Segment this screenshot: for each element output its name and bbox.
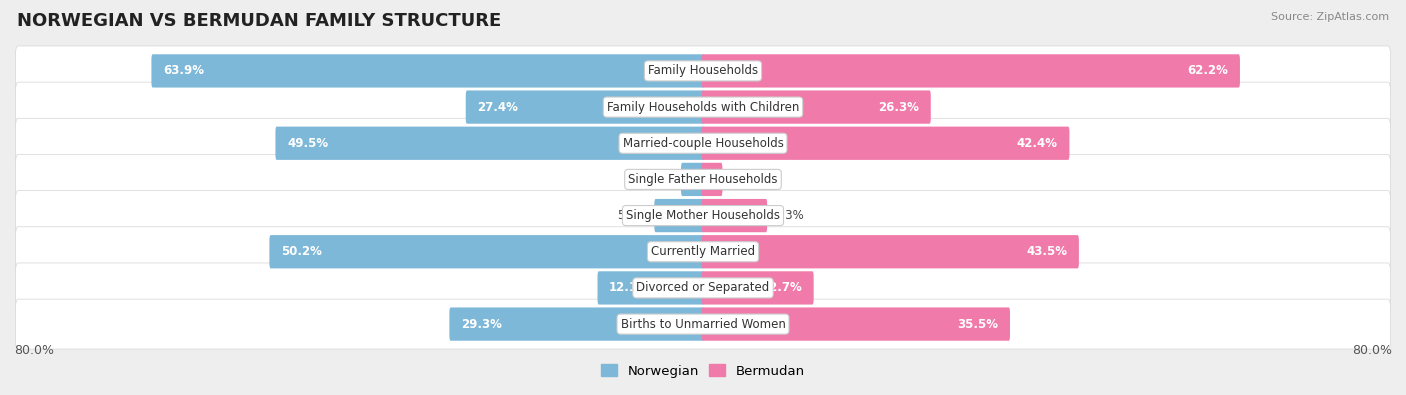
FancyBboxPatch shape [702,307,1010,341]
FancyBboxPatch shape [15,82,1391,132]
FancyBboxPatch shape [465,90,704,124]
Text: 12.1%: 12.1% [609,281,650,294]
Text: 2.4%: 2.4% [644,173,673,186]
FancyBboxPatch shape [276,127,704,160]
FancyBboxPatch shape [702,90,931,124]
FancyBboxPatch shape [702,235,1078,268]
Text: Married-couple Households: Married-couple Households [623,137,783,150]
FancyBboxPatch shape [15,46,1391,96]
FancyBboxPatch shape [654,199,704,232]
Text: Currently Married: Currently Married [651,245,755,258]
FancyBboxPatch shape [15,118,1391,168]
FancyBboxPatch shape [681,163,704,196]
FancyBboxPatch shape [450,307,704,341]
FancyBboxPatch shape [702,271,814,305]
FancyBboxPatch shape [270,235,704,268]
Text: 5.5%: 5.5% [617,209,647,222]
Text: Divorced or Separated: Divorced or Separated [637,281,769,294]
Text: Single Father Households: Single Father Households [628,173,778,186]
Text: 27.4%: 27.4% [478,101,519,114]
FancyBboxPatch shape [15,299,1391,349]
Text: 49.5%: 49.5% [287,137,328,150]
Legend: Norwegian, Bermudan: Norwegian, Bermudan [596,359,810,383]
FancyBboxPatch shape [702,127,1070,160]
Text: 12.7%: 12.7% [761,281,801,294]
FancyBboxPatch shape [702,199,768,232]
Text: 35.5%: 35.5% [957,318,998,331]
Text: 42.4%: 42.4% [1017,137,1057,150]
Text: 80.0%: 80.0% [14,344,53,357]
FancyBboxPatch shape [15,227,1391,277]
FancyBboxPatch shape [15,191,1391,241]
Text: 29.3%: 29.3% [461,318,502,331]
Text: 7.3%: 7.3% [775,209,804,222]
Text: 26.3%: 26.3% [879,101,920,114]
Text: Births to Unmarried Women: Births to Unmarried Women [620,318,786,331]
FancyBboxPatch shape [598,271,704,305]
Text: Single Mother Households: Single Mother Households [626,209,780,222]
FancyBboxPatch shape [15,154,1391,204]
Text: Source: ZipAtlas.com: Source: ZipAtlas.com [1271,12,1389,22]
Text: 2.1%: 2.1% [730,173,759,186]
Text: Family Households: Family Households [648,64,758,77]
Text: 50.2%: 50.2% [281,245,322,258]
FancyBboxPatch shape [152,54,704,88]
Text: 80.0%: 80.0% [1353,344,1392,357]
Text: 63.9%: 63.9% [163,64,204,77]
Text: 62.2%: 62.2% [1188,64,1229,77]
FancyBboxPatch shape [702,54,1240,88]
Text: NORWEGIAN VS BERMUDAN FAMILY STRUCTURE: NORWEGIAN VS BERMUDAN FAMILY STRUCTURE [17,12,501,30]
FancyBboxPatch shape [15,263,1391,313]
FancyBboxPatch shape [702,163,723,196]
Text: Family Households with Children: Family Households with Children [607,101,799,114]
Text: 43.5%: 43.5% [1026,245,1067,258]
